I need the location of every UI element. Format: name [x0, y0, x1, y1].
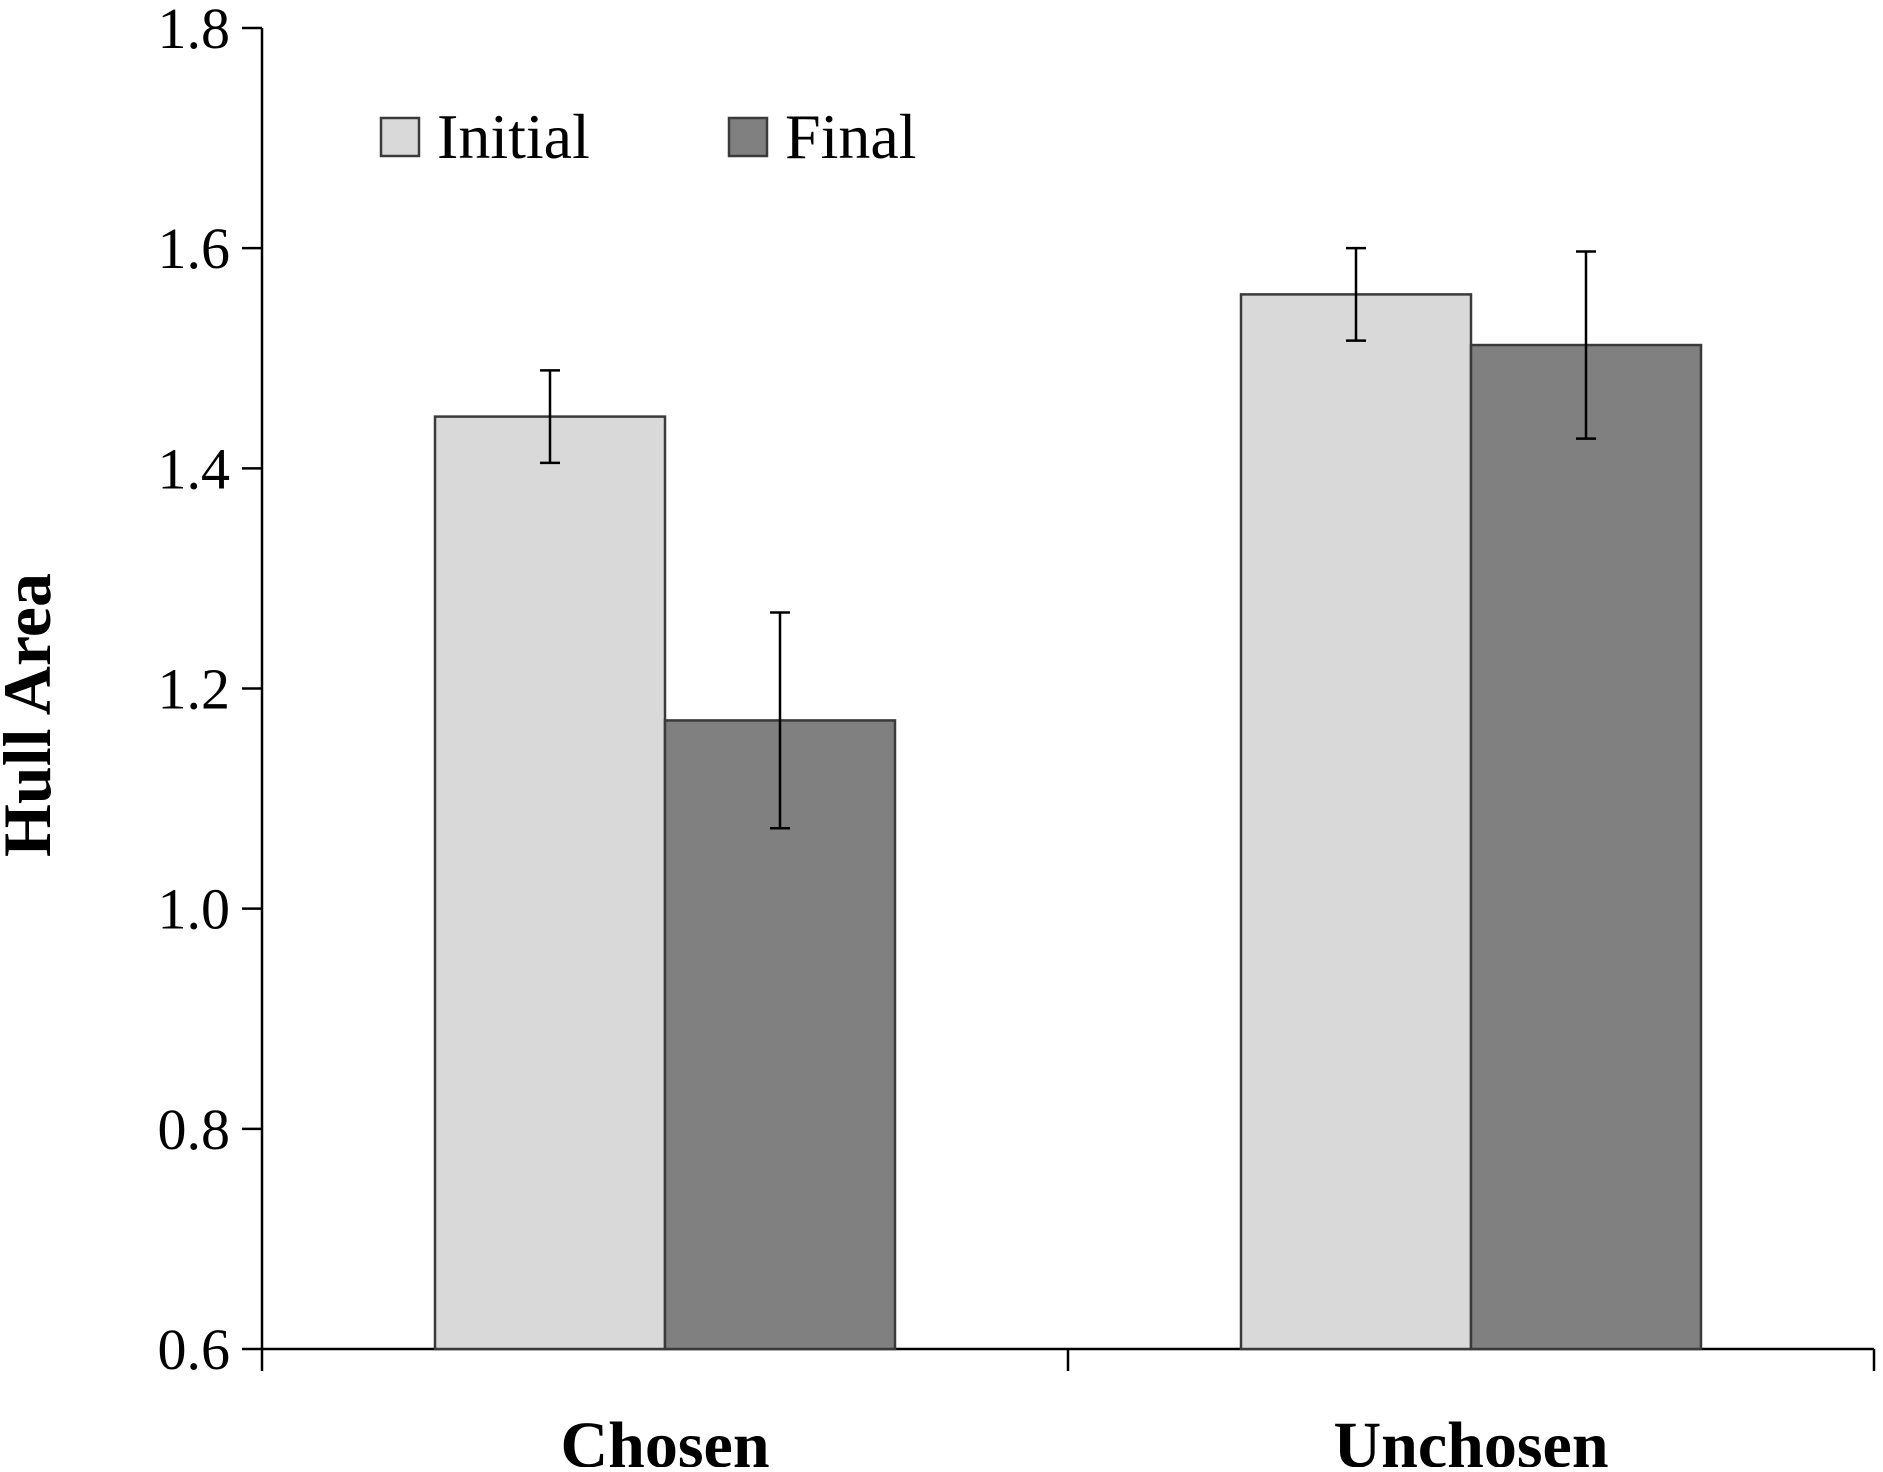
y-tick-label: 0.8: [158, 1097, 231, 1162]
legend: Initial Final: [379, 101, 917, 172]
y-tick-label: 1.4: [158, 436, 231, 501]
error-bars: [540, 246, 1596, 830]
legend-label: Final: [785, 101, 917, 172]
legend-swatch: [727, 116, 769, 158]
x-category-label: Unchosen: [1333, 1409, 1608, 1467]
legend-swatch: [379, 116, 421, 158]
bar: [1469, 343, 1703, 1351]
bars: [433, 293, 1703, 1351]
y-tick-label: 0.6: [158, 1317, 231, 1382]
y-axis-title: Hull Area: [0, 573, 65, 857]
legend-label: Initial: [437, 101, 590, 172]
bar: [433, 415, 667, 1351]
bar: [1239, 293, 1473, 1351]
y-tick-label: 1.2: [158, 657, 231, 722]
x-category-label: Chosen: [560, 1409, 769, 1467]
y-tick-label: 1.8: [158, 0, 231, 61]
y-tick-label: 1.0: [158, 877, 231, 942]
axes: 0.6 0.8 1.0 1.2 1.4 1.6 1.8 Chosen Unchosen: [158, 0, 1876, 1472]
y-tick-label: 1.6: [158, 216, 231, 281]
